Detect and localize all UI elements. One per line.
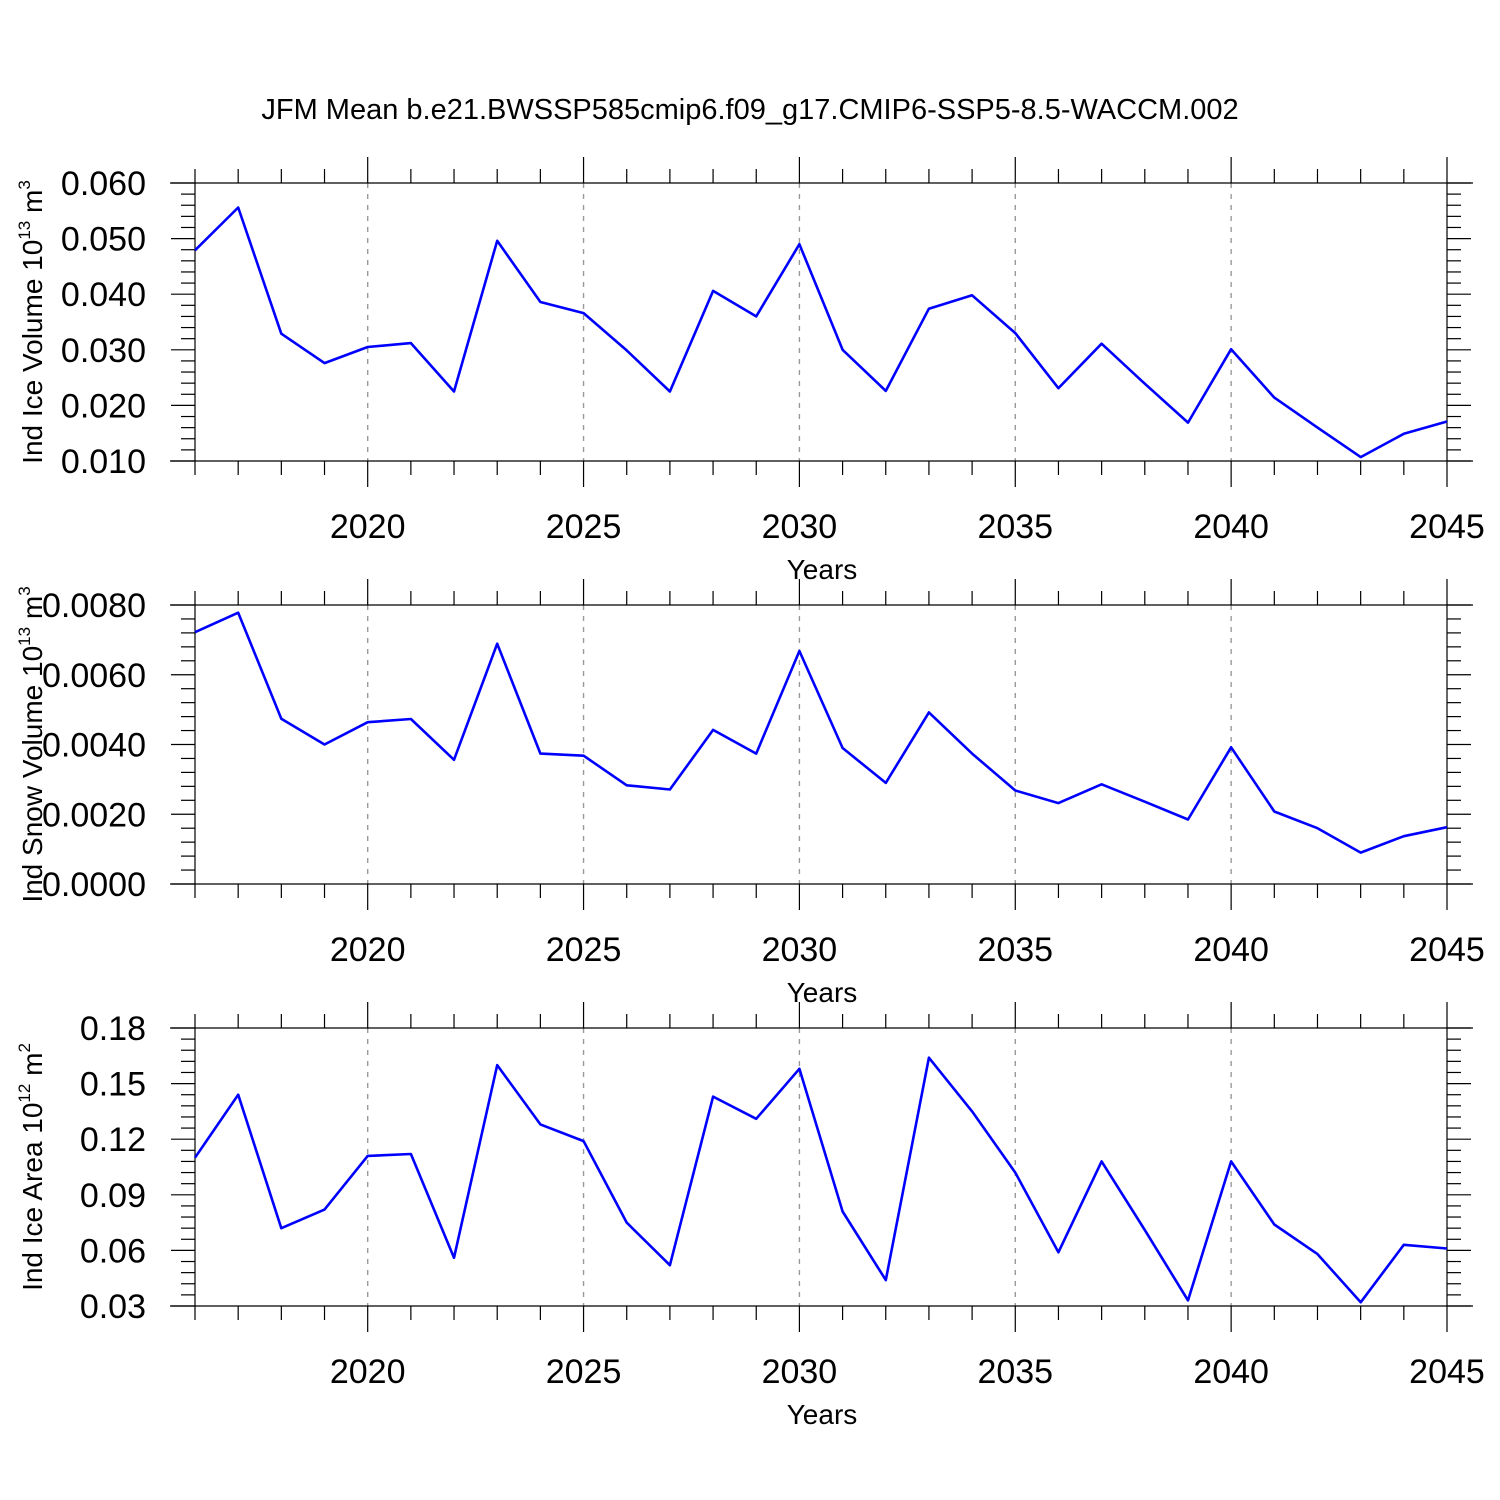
y-tick-label: 0.15 — [80, 1066, 146, 1104]
x-tick-label: 2040 — [1193, 1353, 1269, 1391]
y-tick-label: 0.18 — [80, 1010, 146, 1048]
x-axis-label: Years — [787, 977, 858, 1008]
series-line — [194, 611, 1448, 854]
y-tick-label: 0.040 — [61, 276, 146, 314]
y-tick-label: 0.030 — [61, 332, 146, 370]
panel-2: 0.0000 0.0020 0.0040 0.0060 0.0080 2020 2025 20… — [15, 579, 1485, 1008]
x-tick-label: 2045 — [1409, 1353, 1485, 1391]
y-axis-label-text: Ind Ice Volume 10 — [17, 240, 48, 464]
series-line — [193, 1056, 1448, 1304]
y-axis-label: Ind Snow Volume 1013 m3 — [15, 586, 48, 902]
y-tick-label: 0.0020 — [42, 796, 146, 834]
x-axis-label: Years — [787, 554, 858, 585]
y-axis-label-unit-exponent: 2 — [15, 1043, 34, 1052]
y-tick-label: 0.0000 — [42, 866, 146, 904]
y-tick-label: 0.050 — [61, 221, 146, 259]
panel-3: 0.03 0.06 0.09 0.12 0.15 0.18 2020 2025 2030 2035… — [15, 1002, 1485, 1430]
y-tick-label: 0.020 — [61, 387, 146, 425]
x-tick-label: 2040 — [1193, 931, 1269, 969]
y-axis-label-unit: m — [17, 1053, 48, 1084]
x-tick-label: 2045 — [1409, 508, 1485, 546]
x-tick-label: 2025 — [546, 1353, 622, 1391]
figure-title: JFM Mean b.e21.BWSSP585cmip6.f09_g17.CMI… — [261, 94, 1238, 126]
y-tick-label: 0.0040 — [42, 727, 146, 765]
y-tick-label: 0.060 — [61, 165, 146, 203]
panel-1: 0.010 0.020 0.030 0.040 0.050 0.060 2020 2025 20… — [15, 157, 1485, 585]
x-tick-label: 2020 — [330, 1353, 406, 1391]
y-axis-label-text: Ind Ice Area 10 — [17, 1103, 48, 1291]
y-axis-label-exponent: 12 — [15, 1084, 34, 1103]
x-tick-label: 2020 — [330, 508, 406, 546]
x-tick-label: 2025 — [546, 508, 622, 546]
y-axis-label-exponent: 13 — [15, 627, 34, 646]
y-axis-label-unit: m — [17, 596, 48, 627]
x-tick-label: 2035 — [977, 931, 1053, 969]
y-tick-label: 0.03 — [80, 1288, 146, 1326]
x-tick-label: 2040 — [1193, 508, 1269, 546]
y-tick-label: 0.09 — [80, 1177, 146, 1215]
y-axis-label-exponent: 13 — [15, 221, 34, 240]
y-axis-label: Ind Ice Volume 1013 m3 — [15, 180, 48, 464]
x-tick-label: 2035 — [977, 508, 1053, 546]
x-tick-label: 2020 — [330, 931, 406, 969]
y-axis-label-unit-exponent: 3 — [15, 180, 34, 189]
y-axis-label: Ind Ice Area 1012 m2 — [15, 1043, 48, 1291]
y-tick-label: 0.12 — [80, 1121, 146, 1159]
x-tick-label: 2030 — [762, 508, 838, 546]
y-tick-label: 0.06 — [80, 1232, 146, 1270]
y-axis-label-unit: m — [17, 190, 48, 221]
series-line — [194, 206, 1448, 459]
x-tick-label: 2030 — [762, 1353, 838, 1391]
y-axis-label-unit-exponent: 3 — [15, 586, 34, 595]
y-tick-label: 0.010 — [61, 443, 146, 481]
y-tick-label: 0.0080 — [42, 587, 146, 625]
x-tick-label: 2035 — [977, 1353, 1053, 1391]
x-tick-label: 2045 — [1409, 931, 1485, 969]
y-tick-label: 0.0060 — [42, 657, 146, 695]
x-tick-label: 2030 — [762, 931, 838, 969]
y-axis-label-text: Ind Snow Volume 10 — [17, 646, 48, 903]
x-tick-label: 2025 — [546, 931, 622, 969]
x-axis-label: Years — [787, 1399, 858, 1430]
